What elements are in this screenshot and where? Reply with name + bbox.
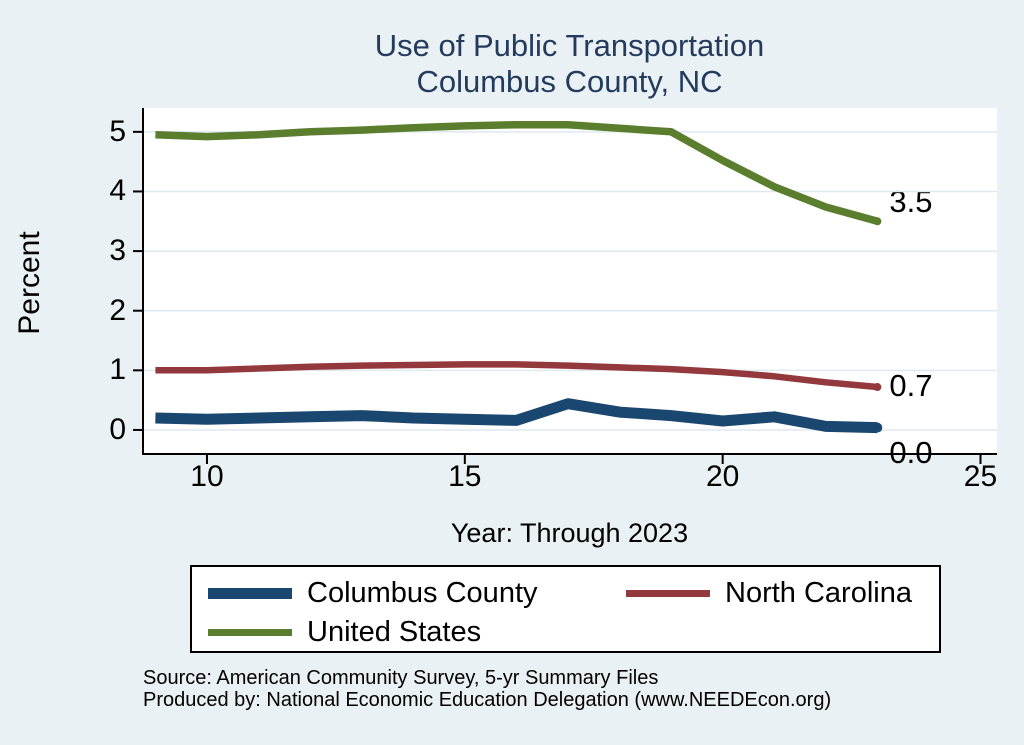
plot-area: 0.0 0.7 3.5 — [133, 108, 997, 468]
x-tick-label-25: 25 — [963, 460, 998, 493]
end-value-label-north-carolina: 0.7 — [889, 368, 933, 404]
legend-entry-north-carolina: North Carolina — [626, 577, 939, 610]
source-note: Source: American Community Survey, 5-yr … — [143, 667, 659, 689]
x-axis-title: Year: Through 2023 — [450, 518, 689, 548]
chart-title: Use of Public Transportation Columbus Co… — [142, 28, 997, 100]
y-tick-label-2: 2 — [109, 293, 126, 327]
footer-notes: Source: American Community Survey, 5-yr … — [143, 667, 831, 711]
x-tick-label-20: 20 — [705, 460, 740, 493]
y-tick-label-4: 4 — [109, 174, 126, 208]
legend-swatch-united-states — [208, 628, 292, 637]
end-value-label-columbus-county: 0.0 — [889, 434, 933, 470]
series-line-columbus-county — [155, 398, 878, 434]
series-end-marker-2 — [873, 217, 882, 226]
chart-title-line1: Use of Public Transportation — [374, 28, 765, 63]
series-end-marker-0 — [872, 422, 883, 433]
series-line-united-states — [155, 120, 879, 225]
legend-swatch-columbus-county — [208, 588, 292, 599]
chart-title-line2: Columbus County, NC — [416, 64, 723, 99]
chart-canvas — [133, 108, 997, 464]
series-line-north-carolina — [155, 361, 878, 391]
y-axis-title: Percent — [13, 231, 46, 335]
legend-label-north-carolina: North Carolina — [725, 577, 912, 609]
legend-entry-united-states: United States — [208, 616, 626, 649]
legend-swatch-north-carolina — [626, 590, 710, 597]
y-tick-label-5: 5 — [109, 114, 126, 148]
y-tick-label-0: 0 — [109, 412, 126, 446]
y-tick-label-3: 3 — [109, 234, 126, 268]
legend-entry-columbus-county: Columbus County — [208, 577, 626, 610]
legend-label-columbus-county: Columbus County — [307, 577, 538, 609]
produced-by-note: Produced by: National Economic Education… — [143, 689, 832, 711]
x-tick-label-10: 10 — [190, 460, 224, 493]
y-tick-label-1: 1 — [109, 353, 126, 387]
legend-label-united-states: United States — [307, 616, 482, 648]
series-end-marker-1 — [873, 383, 882, 392]
legend: Columbus County North Carolina United St… — [190, 565, 941, 653]
x-tick-label-15: 15 — [448, 460, 482, 493]
